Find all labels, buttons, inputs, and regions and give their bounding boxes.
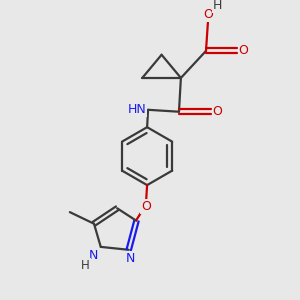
Text: O: O [141,200,151,213]
Text: O: O [203,8,213,21]
Text: O: O [213,105,223,118]
Text: O: O [239,44,249,57]
Text: HN: HN [128,103,146,116]
Text: H: H [213,0,222,12]
Text: N: N [126,252,135,265]
Text: N: N [88,249,98,262]
Text: H: H [81,259,90,272]
